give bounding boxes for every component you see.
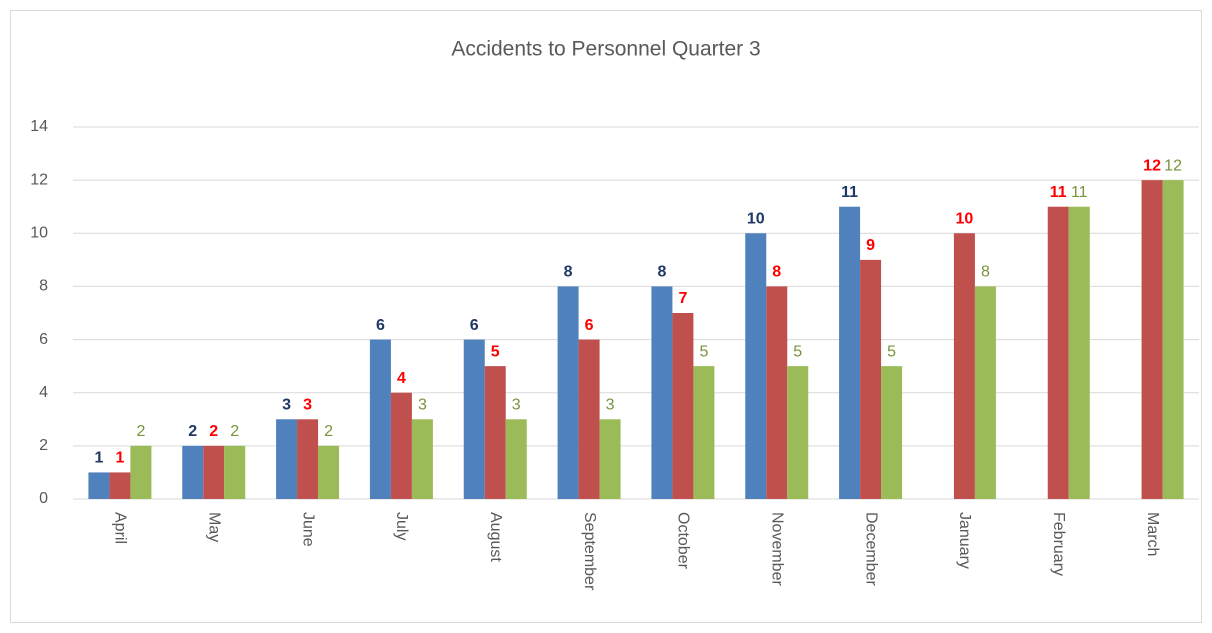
data-label: 3 — [282, 397, 291, 414]
data-label: 12 — [1143, 157, 1161, 174]
bar — [766, 286, 788, 499]
data-label: 2 — [136, 423, 145, 440]
data-label: 7 — [678, 290, 687, 307]
chart-title: Accidents to Personnel Quarter 3 — [451, 38, 760, 61]
bar — [318, 445, 340, 499]
data-label: 2 — [209, 423, 218, 440]
data-label: 8 — [657, 264, 666, 281]
data-label: 2 — [324, 423, 333, 440]
bar — [557, 286, 579, 499]
x-tick-label: June — [299, 512, 316, 547]
bar — [693, 366, 715, 499]
data-label: 5 — [793, 343, 802, 360]
bar — [505, 419, 527, 499]
bar — [390, 392, 412, 499]
bar — [974, 286, 996, 499]
y-tick-label: 8 — [39, 278, 48, 295]
data-label: 5 — [491, 343, 500, 360]
bar — [1047, 206, 1069, 499]
data-label: 8 — [981, 264, 990, 281]
data-label: 2 — [188, 423, 197, 440]
bar — [787, 366, 809, 499]
data-label: 6 — [376, 317, 385, 334]
bar — [839, 206, 861, 499]
bar — [1068, 206, 1090, 499]
data-label: 8 — [772, 264, 781, 281]
data-label: 9 — [866, 237, 875, 254]
bar — [1162, 180, 1184, 499]
bar — [463, 339, 485, 499]
x-tick-label: January — [956, 512, 973, 569]
bar — [599, 419, 621, 499]
bar — [953, 233, 975, 500]
bar — [88, 472, 110, 499]
bar — [651, 286, 673, 499]
data-label: 3 — [606, 397, 615, 414]
x-tick-label: August — [487, 512, 504, 562]
data-label: 11 — [841, 184, 858, 201]
data-label: 12 — [1164, 157, 1182, 174]
bar — [484, 366, 506, 499]
y-tick-label: 12 — [30, 171, 48, 188]
bar — [578, 339, 600, 499]
data-label: 4 — [397, 370, 406, 387]
y-tick-label: 4 — [39, 384, 48, 401]
data-label: 11 — [1071, 184, 1088, 201]
data-label: 8 — [564, 264, 573, 281]
data-label: 3 — [512, 397, 521, 414]
data-label: 6 — [470, 317, 479, 334]
bar — [745, 233, 767, 500]
bar — [182, 445, 204, 499]
chart-border — [10, 10, 1202, 623]
x-tick-label: September — [581, 512, 598, 591]
x-tick-label: November — [769, 512, 786, 586]
data-label: 2 — [230, 423, 239, 440]
x-tick-label: March — [1144, 512, 1161, 556]
x-tick-label: February — [1050, 512, 1067, 576]
bar — [672, 313, 694, 499]
y-tick-label: 14 — [30, 118, 48, 135]
data-label: 10 — [747, 211, 765, 228]
bar — [130, 445, 152, 499]
y-tick-label: 6 — [39, 331, 48, 348]
x-tick-label: December — [862, 512, 879, 586]
bar — [860, 259, 882, 499]
data-label: 1 — [115, 450, 124, 467]
y-tick-label: 10 — [30, 225, 48, 242]
bar — [369, 339, 391, 499]
bar — [411, 419, 433, 499]
bar — [881, 366, 903, 499]
bar — [1141, 180, 1163, 499]
data-label: 1 — [94, 450, 103, 467]
data-label: 6 — [585, 317, 594, 334]
data-label: 5 — [699, 343, 708, 360]
bar — [109, 472, 131, 499]
data-label: 5 — [887, 343, 896, 360]
x-tick-label: October — [675, 512, 692, 570]
bar — [224, 445, 246, 499]
x-tick-label: April — [112, 512, 129, 544]
data-label: 3 — [303, 397, 312, 414]
x-tick-label: July — [393, 512, 410, 540]
y-tick-label: 0 — [39, 490, 48, 507]
bar — [276, 419, 298, 499]
x-tick-label: May — [206, 512, 223, 542]
data-label: 10 — [956, 211, 974, 228]
bar — [297, 419, 319, 499]
bar — [203, 445, 225, 499]
data-label: 11 — [1050, 184, 1067, 201]
y-tick-label: 2 — [39, 437, 48, 454]
data-label: 3 — [418, 397, 427, 414]
